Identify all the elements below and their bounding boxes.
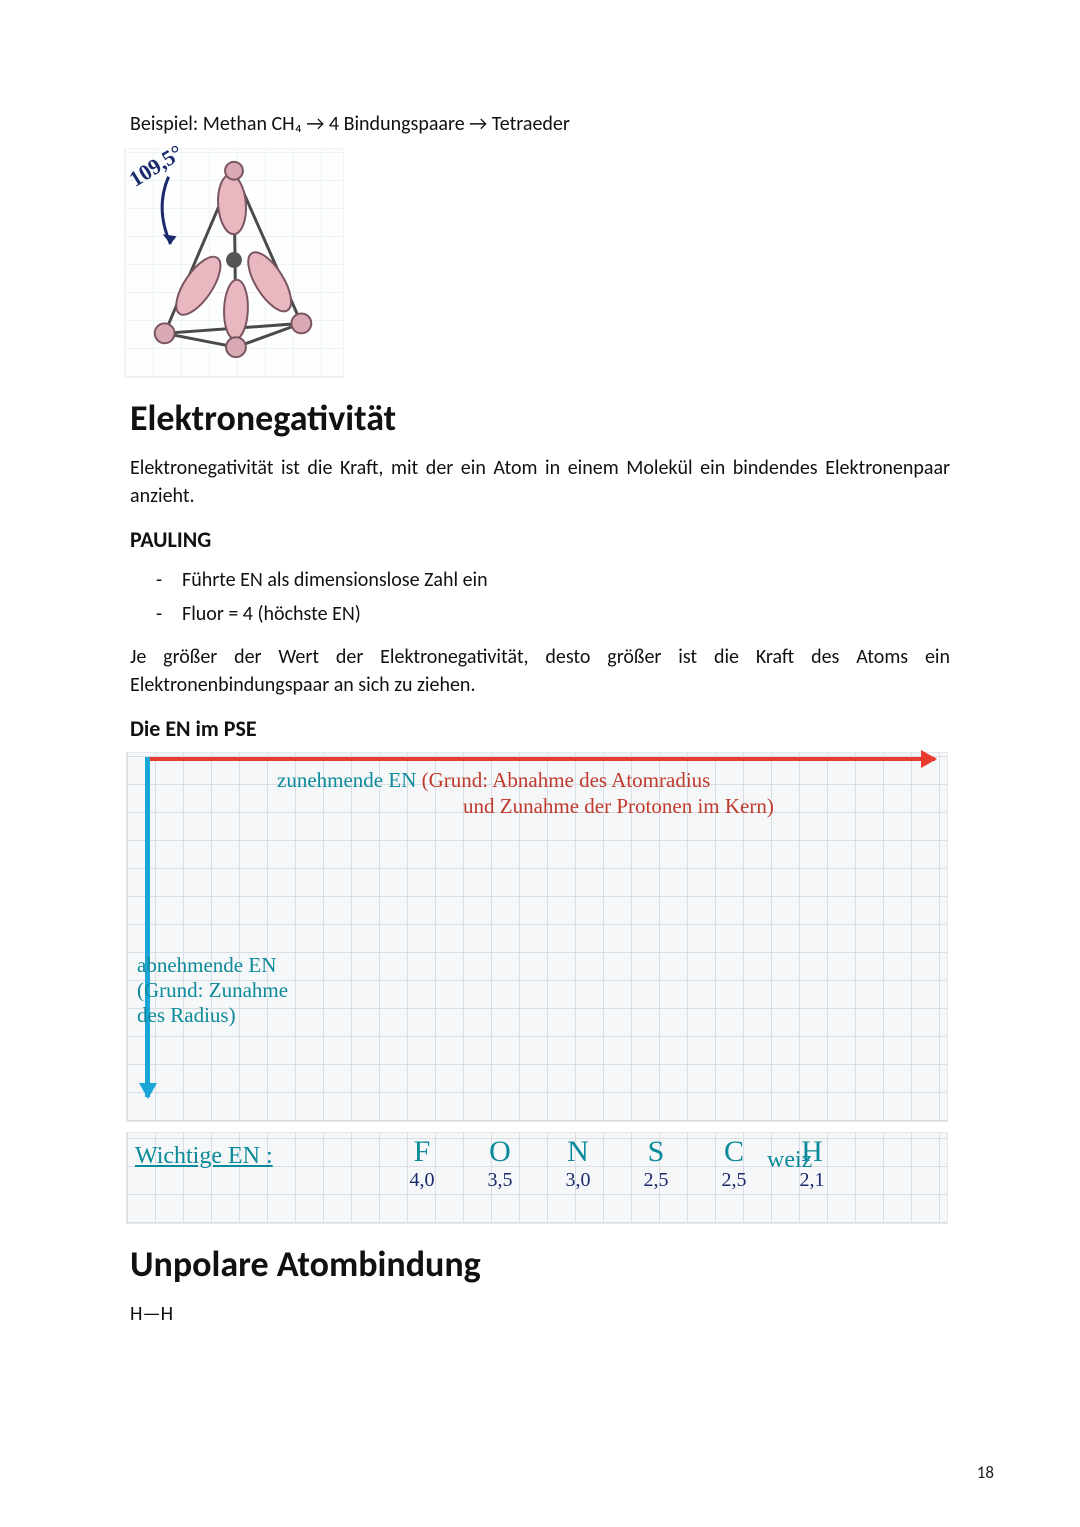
heading-elektronegativitaet: Elektronegativität (130, 396, 950, 440)
element-en-value: 3,0 (553, 1169, 603, 1192)
pauling-item: Führte EN als dimensionslose Zahl ein (182, 563, 950, 597)
element-symbol: C (709, 1137, 759, 1167)
element-symbol: F (397, 1137, 447, 1167)
vertical-arrow (145, 757, 150, 1097)
element-symbol: O (475, 1137, 525, 1167)
left-trend-label: abnehmende EN (Grund: Zunahme des Radius… (137, 953, 347, 1029)
heading-pauling: PAULING (130, 526, 950, 553)
horizontal-arrow (145, 757, 935, 761)
pse-trend-figure: zunehmende EN (Grund: Abnahme des Atomra… (126, 752, 948, 1122)
element-symbol: N (553, 1137, 603, 1167)
left-label-1: abnehmende EN (137, 953, 276, 977)
element-en-value: 2,5 (631, 1169, 681, 1192)
para-definition: Elektronegativität ist die Kraft, mit de… (130, 454, 950, 510)
para-explanation: Je größer der Wert der Elektronegativitä… (130, 643, 950, 699)
element-en-value: 4,0 (397, 1169, 447, 1192)
element-en-value: 3,5 (475, 1169, 525, 1192)
top-label-teal: zunehmende EN (277, 768, 416, 792)
intro-line: Beispiel: Methan CH₄ → 4 Bindungspaare →… (130, 110, 950, 138)
en-element: O3,5 (475, 1137, 525, 1192)
top-label-red-2: und Zunahme der Protonen im Kern) (463, 794, 774, 818)
element-en-value: 2,5 (709, 1169, 759, 1192)
left-label-2: (Grund: Zunahme (137, 978, 288, 1002)
top-label-red-1: (Grund: Abnahme des Atomradius (422, 768, 711, 792)
en-element: S2,5 (631, 1137, 681, 1192)
heading-unpolare: Unpolare Atombindung (130, 1242, 950, 1286)
en-element: C2,5 (709, 1137, 759, 1192)
document-page: Beispiel: Methan CH₄ → 4 Bindungspaare →… (0, 0, 1080, 1527)
en-row-label: Wichtige EN : (135, 1143, 273, 1170)
h-h-line: H—H (130, 1300, 950, 1328)
en-element: N3,0 (553, 1137, 603, 1192)
pauling-list: Führte EN als dimensionslose Zahl ein Fl… (130, 563, 950, 631)
left-label-3: des Radius) (137, 1003, 236, 1027)
tetrahedron-svg (125, 149, 343, 377)
tetrahedron-figure: 109,5° (124, 148, 344, 378)
en-values-figure: Wichtige EN : F4,0O3,5N3,0S2,5C2,5H2,1 w… (126, 1132, 948, 1224)
top-trend-label: zunehmende EN (Grund: Abnahme des Atomra… (277, 767, 917, 820)
pauling-item: Fluor = 4 (höchste EN) (182, 597, 950, 631)
element-symbol: S (631, 1137, 681, 1167)
en-element: F4,0 (397, 1137, 447, 1192)
heading-en-im-pse: Die EN im PSE (130, 715, 950, 742)
en-weiz: weiz (767, 1147, 812, 1174)
page-number: 18 (977, 1462, 994, 1483)
